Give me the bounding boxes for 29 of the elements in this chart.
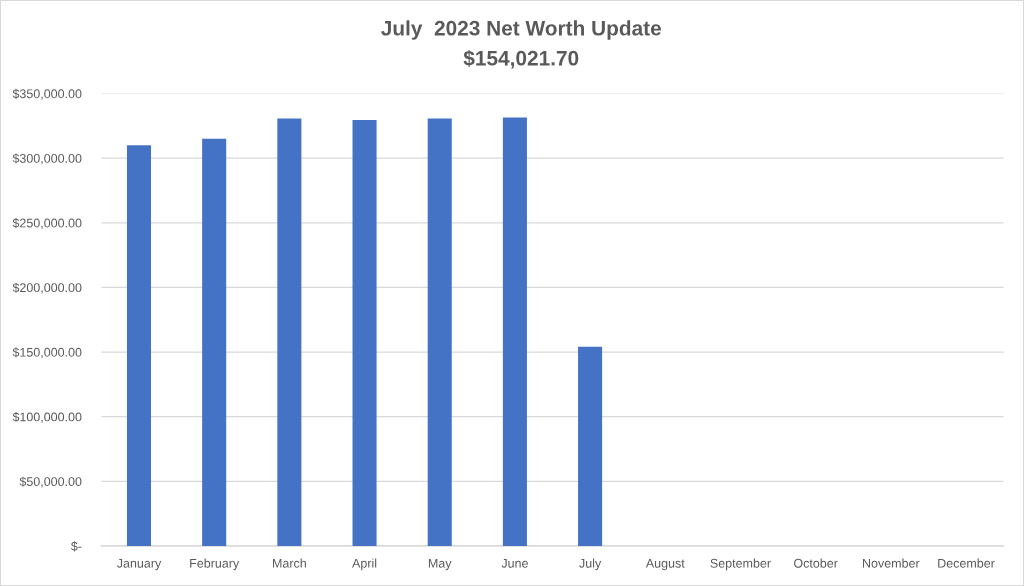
bar bbox=[578, 346, 603, 546]
x-tick-label: June bbox=[501, 558, 528, 568]
y-tick-label: $- bbox=[70, 541, 82, 552]
bar bbox=[502, 117, 527, 546]
chart-subtitle: $154,021.70 bbox=[463, 49, 579, 69]
y-tick-label: $100,000.00 bbox=[12, 411, 82, 423]
x-tick-label: November bbox=[863, 558, 920, 568]
x-tick-label: December bbox=[938, 558, 995, 568]
x-tick-label: August bbox=[645, 558, 685, 571]
y-tick-label: $200,000.00 bbox=[12, 282, 82, 294]
y-tick-label: $50,000.00 bbox=[19, 476, 82, 488]
bar bbox=[277, 118, 302, 546]
y-tick-label: $150,000.00 bbox=[12, 347, 82, 359]
chart-title: July 2023 Net Worth Update bbox=[381, 20, 661, 40]
x-tick-label: May bbox=[428, 558, 452, 571]
bar bbox=[427, 118, 452, 546]
x-tick-label: September bbox=[710, 558, 771, 571]
x-tick-label: October bbox=[794, 558, 838, 568]
bar bbox=[352, 120, 377, 546]
x-tick-label: March bbox=[273, 558, 306, 568]
bar bbox=[202, 138, 227, 546]
y-tick-label: $300,000.00 bbox=[12, 153, 82, 165]
y-tick-label: $350,000.00 bbox=[12, 88, 82, 100]
x-tick-label: April bbox=[352, 558, 377, 571]
x-tick-label: February bbox=[190, 558, 240, 571]
y-tick-label: $250,000.00 bbox=[12, 218, 82, 229]
x-tick-label: July bbox=[579, 558, 602, 571]
bar bbox=[126, 145, 152, 546]
x-tick-label: January bbox=[116, 558, 162, 571]
